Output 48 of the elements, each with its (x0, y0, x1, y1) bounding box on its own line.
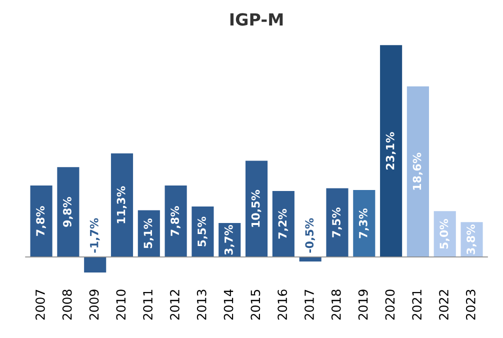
data-label: -1,7% (90, 218, 100, 253)
bar (246, 160, 268, 257)
data-label: 10,5% (251, 190, 262, 227)
x-tick-label: 2008 (62, 290, 72, 320)
bar (192, 206, 214, 257)
x-tick-label: 2014 (224, 289, 234, 320)
data-label: 11,3% (116, 186, 127, 224)
data-label: 5,0% (440, 218, 450, 249)
bar (353, 190, 376, 257)
x-tick-label: 2010 (116, 290, 126, 320)
data-label: 23,1% (386, 132, 396, 170)
x-tick-label: 2009 (89, 290, 99, 320)
data-label: 7,5% (332, 208, 342, 238)
bar (272, 190, 294, 257)
x-tick-label: 2022 (439, 290, 448, 320)
data-label: -0,5% (305, 218, 315, 253)
chart-title: IGP-M (230, 13, 283, 26)
x-tick-label: 2012 (170, 290, 180, 320)
bar (406, 86, 429, 257)
data-label: 7,3% (358, 208, 369, 238)
x-tick-label: 2017 (304, 290, 314, 320)
data-label: 3,7% (224, 224, 234, 255)
x-tick-label: 2018 (331, 290, 341, 320)
x-tick-label: 2011 (143, 290, 153, 320)
bar (164, 185, 187, 257)
bar (57, 167, 80, 257)
data-label: 7,2% (278, 208, 288, 239)
bar (30, 185, 52, 257)
bar (138, 210, 160, 257)
data-label: 18,6% (412, 152, 423, 190)
bar (84, 256, 106, 273)
x-tick-label: 2015 (250, 290, 260, 320)
data-label: 7,8% (170, 206, 180, 236)
data-label: 9,8% (63, 196, 73, 227)
bar (110, 153, 134, 257)
x-tick-label: 2007 (35, 290, 45, 320)
data-label: 5,1% (144, 218, 154, 248)
x-tick-label: 2016 (278, 290, 288, 320)
bar (326, 188, 348, 257)
data-label: 3,8% (466, 224, 476, 254)
data-label: 7,8% (36, 206, 46, 236)
x-tick-label: 2020 (385, 290, 395, 320)
x-tick-label: 2013 (196, 290, 206, 320)
x-tick-label: 2023 (466, 290, 476, 320)
data-label: 5,5% (198, 216, 208, 246)
bar (380, 45, 402, 257)
x-tick-label: 2019 (358, 290, 368, 320)
x-tick-label: 2021 (412, 290, 422, 320)
